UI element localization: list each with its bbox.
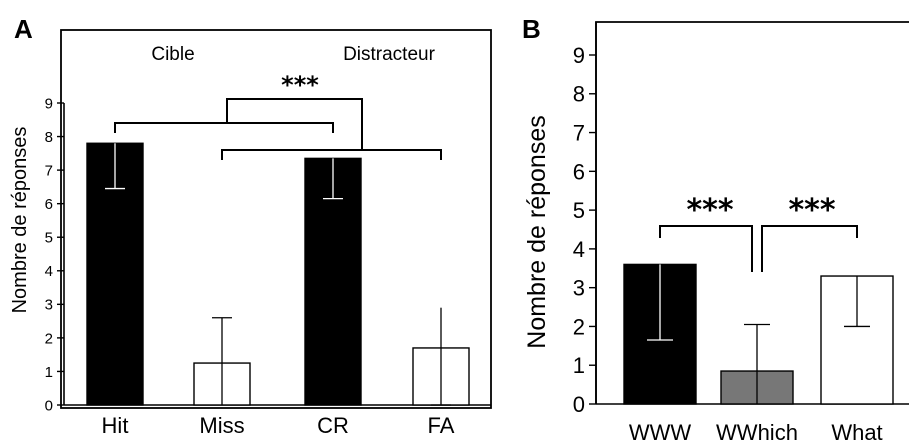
y-tick-label: 9: [45, 95, 53, 112]
group-label-cible: Cible: [151, 44, 194, 65]
x-tick-label: WWhich: [716, 420, 798, 444]
y-tick-label: 2: [573, 314, 585, 339]
y-tick-label: 8: [45, 129, 53, 146]
x-tick-label: What: [831, 420, 882, 444]
y-tick-label: 3: [573, 276, 585, 301]
bracket-miss-fa: [221, 149, 442, 160]
panel-a-significance: ***: [114, 71, 442, 160]
panel-a-bars: Hit Miss CR FA: [86, 142, 470, 438]
y-tick-label: 7: [573, 120, 585, 145]
y-tick-label: 6: [45, 196, 53, 213]
y-tick-label: 4: [573, 237, 585, 262]
x-tick-label: FA: [428, 413, 455, 438]
y-tick-label: 4: [45, 263, 53, 280]
y-tick-label: 8: [573, 82, 585, 107]
panel-b-bars: WWW WWhich What: [623, 263, 894, 444]
bracket-hit-cr: [114, 122, 334, 133]
panel-b: B Nombre de réponses 0 1 2 3 4 5 6 7 8 9 WWW WWhic…: [522, 14, 909, 444]
y-tick-label: 3: [45, 297, 53, 314]
significance-stars-right: ***: [788, 193, 835, 228]
panel-b-letter: B: [522, 14, 541, 44]
panel-b-significance: *** ***: [659, 193, 858, 272]
y-tick-label: 0: [45, 397, 53, 414]
bracket-top: [226, 98, 363, 150]
x-tick-label: WWW: [629, 420, 692, 444]
y-tick-label: 9: [573, 43, 585, 68]
bar-cr: [304, 157, 362, 406]
group-label-distracteur: Distracteur: [343, 44, 436, 65]
panel-a-y-axis-label: Nombre de réponses: [9, 127, 31, 314]
bracket-www-wwhich: [659, 225, 753, 272]
panel-b-y-axis-label: Nombre de réponses: [523, 115, 551, 348]
y-tick-label: 2: [45, 330, 53, 347]
x-tick-label: CR: [317, 413, 349, 438]
y-tick-label: 5: [573, 198, 585, 223]
panel-a: A Cible Distracteur Nombre de réponses 0…: [9, 14, 492, 438]
y-tick-label: 6: [573, 159, 585, 184]
y-tick-label: 1: [45, 364, 53, 381]
significance-stars: ***: [281, 71, 319, 99]
y-tick-label: 7: [45, 163, 53, 180]
x-tick-label: Miss: [199, 413, 244, 438]
bracket-wwhich-what: [761, 225, 858, 272]
panel-a-frame: [60, 29, 492, 409]
y-tick-label: 5: [45, 230, 53, 247]
significance-stars-left: ***: [686, 193, 733, 228]
y-tick-label: 1: [573, 353, 585, 378]
y-tick-label: 0: [573, 392, 585, 417]
x-tick-label: Hit: [102, 413, 129, 438]
panel-a-letter: A: [14, 14, 33, 44]
